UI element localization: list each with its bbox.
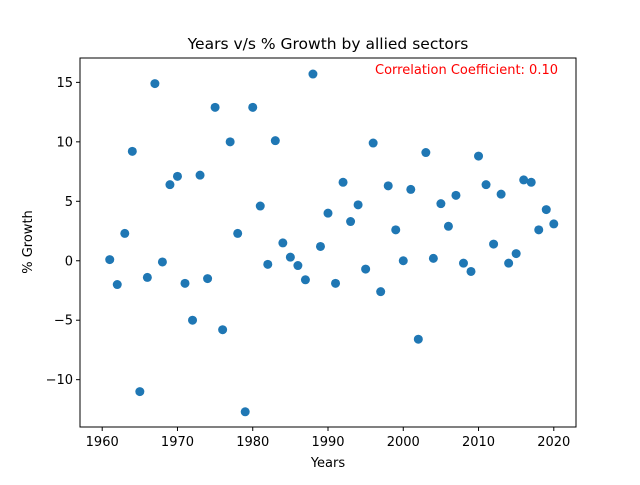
chart-title: Years v/s % Growth by allied sectors bbox=[187, 35, 469, 53]
data-point bbox=[323, 208, 333, 218]
data-point bbox=[203, 274, 213, 284]
data-point bbox=[331, 278, 341, 288]
data-point bbox=[541, 205, 551, 215]
data-point bbox=[263, 259, 273, 269]
data-point bbox=[278, 238, 288, 248]
data-point bbox=[376, 287, 386, 297]
data-point bbox=[180, 278, 190, 288]
data-point bbox=[466, 266, 476, 276]
data-point bbox=[481, 180, 491, 190]
data-point bbox=[210, 102, 220, 112]
x-tick-label: 2010 bbox=[462, 435, 495, 450]
data-point bbox=[458, 258, 468, 268]
data-point bbox=[519, 175, 529, 185]
x-tick-label: 1990 bbox=[311, 435, 344, 450]
x-axis-label: Years bbox=[310, 456, 346, 471]
data-point bbox=[233, 228, 243, 238]
data-points bbox=[105, 69, 559, 417]
data-point bbox=[413, 334, 423, 344]
x-tick-label: 2000 bbox=[387, 435, 420, 450]
data-point bbox=[218, 325, 228, 335]
data-point bbox=[383, 181, 393, 191]
y-tick-label: 15 bbox=[56, 76, 73, 91]
data-point bbox=[474, 151, 484, 161]
data-point bbox=[120, 228, 130, 238]
y-tick-label: 10 bbox=[56, 135, 73, 150]
data-point bbox=[142, 272, 152, 282]
data-point bbox=[315, 241, 325, 251]
y-axis-label: % Growth bbox=[21, 210, 36, 274]
x-tick-label: 1960 bbox=[86, 435, 119, 450]
data-point bbox=[293, 261, 303, 271]
data-point bbox=[248, 102, 258, 112]
data-point bbox=[451, 190, 461, 200]
data-point bbox=[255, 201, 265, 211]
data-point bbox=[105, 255, 115, 265]
data-point bbox=[270, 136, 280, 146]
data-point bbox=[421, 148, 431, 158]
data-point bbox=[549, 219, 559, 229]
data-point bbox=[150, 79, 160, 89]
y-tick-label: 5 bbox=[65, 195, 73, 210]
data-point bbox=[496, 189, 506, 199]
data-point bbox=[135, 387, 145, 397]
data-point bbox=[225, 137, 235, 147]
data-point bbox=[285, 252, 295, 262]
x-tick-label: 2020 bbox=[537, 435, 570, 450]
x-axis-ticks: 1960 1970 1980 1990 2000 2010 2020 bbox=[86, 427, 570, 450]
data-point bbox=[338, 177, 348, 187]
data-point bbox=[240, 407, 250, 417]
y-tick-label: −10 bbox=[46, 373, 73, 388]
data-point bbox=[436, 199, 446, 209]
data-point bbox=[300, 275, 310, 285]
data-point bbox=[443, 221, 453, 231]
data-point bbox=[157, 257, 167, 267]
data-point bbox=[406, 184, 416, 194]
y-tick-label: −5 bbox=[54, 314, 73, 329]
data-point bbox=[165, 180, 175, 190]
x-tick-label: 1970 bbox=[161, 435, 194, 450]
data-point bbox=[127, 146, 137, 156]
data-point bbox=[368, 138, 378, 148]
data-point bbox=[188, 315, 198, 325]
data-point bbox=[511, 249, 521, 259]
correlation-annotation: Correlation Coefficient: 0.10 bbox=[375, 63, 558, 78]
y-axis-ticks: −10 −5 0 5 10 15 bbox=[46, 76, 80, 388]
data-point bbox=[346, 217, 356, 227]
data-point bbox=[308, 69, 318, 79]
data-point bbox=[534, 225, 544, 235]
plot-background bbox=[80, 58, 576, 427]
x-tick-label: 1980 bbox=[236, 435, 269, 450]
data-point bbox=[353, 200, 363, 210]
data-point bbox=[504, 258, 514, 268]
data-point bbox=[428, 253, 438, 263]
data-point bbox=[489, 239, 499, 249]
data-point bbox=[112, 280, 122, 290]
data-point bbox=[391, 225, 401, 235]
data-point bbox=[526, 177, 536, 187]
data-point bbox=[361, 264, 371, 274]
data-point bbox=[398, 256, 408, 266]
data-point bbox=[172, 171, 182, 181]
data-point bbox=[195, 170, 205, 180]
y-tick-label: 0 bbox=[65, 254, 73, 269]
